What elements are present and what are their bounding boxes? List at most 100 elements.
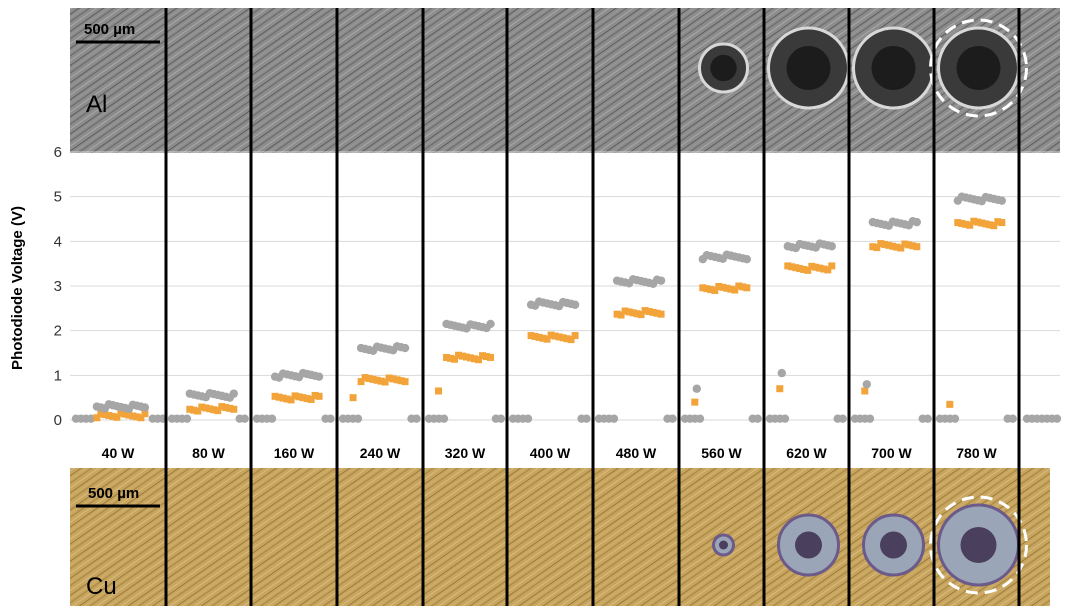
data-point: [283, 395, 291, 403]
data-point: [691, 398, 699, 406]
data-point: [101, 411, 109, 419]
data-point: [527, 332, 535, 340]
data-point: [459, 352, 467, 360]
data-point: [861, 387, 869, 395]
power-label: 700 W: [871, 445, 912, 461]
data-point: [463, 353, 471, 361]
data-point: [412, 414, 421, 423]
data-point: [788, 263, 796, 271]
al-weld-core: [786, 46, 831, 90]
data-point: [816, 264, 824, 272]
data-point: [311, 391, 319, 399]
data-point: [743, 284, 751, 292]
data-point: [923, 414, 932, 423]
data-point: [194, 407, 202, 415]
data-point: [621, 307, 629, 315]
data-point: [397, 377, 405, 385]
data-point: [186, 405, 194, 413]
data-point: [447, 354, 455, 362]
data-point: [792, 264, 800, 272]
y-tick-label: 0: [54, 412, 62, 429]
data-point: [913, 243, 921, 251]
data-point: [715, 282, 723, 290]
data-point: [641, 307, 649, 315]
y-tick-label: 3: [54, 278, 62, 295]
data-point: [361, 374, 369, 382]
data-point: [559, 334, 567, 342]
data-point: [739, 283, 747, 291]
data-point: [974, 218, 982, 226]
data-point: [435, 387, 443, 395]
data-point: [133, 413, 141, 421]
data-point: [373, 376, 381, 384]
data-point: [954, 219, 962, 227]
data-point: [182, 414, 192, 423]
data-point: [695, 414, 705, 423]
data-point: [307, 395, 315, 403]
data-point: [230, 405, 238, 413]
power-label: 320 W: [445, 445, 486, 461]
cu-micrograph: 500 µm Cu: [70, 468, 1050, 606]
data-point: [105, 412, 113, 420]
data-point: [369, 375, 377, 383]
data-point: [862, 380, 871, 389]
data-point: [401, 378, 409, 386]
data-point: [804, 266, 812, 274]
cu-label: Cu: [86, 573, 117, 600]
cu-weld-core: [960, 527, 997, 563]
data-point: [946, 400, 954, 408]
data-point: [547, 331, 555, 339]
data-point: [897, 244, 905, 252]
data-point: [982, 220, 990, 228]
y-tick-label: 2: [54, 323, 62, 340]
data-point: [479, 352, 487, 360]
data-point: [210, 406, 218, 414]
power-label: 160 W: [274, 445, 315, 461]
cu-scale-bar-label: 500 µm: [88, 485, 139, 502]
y-tick-label: 1: [54, 367, 62, 384]
y-tick-label: 4: [54, 233, 62, 250]
data-point: [719, 283, 727, 291]
gridlines: [70, 151, 1060, 421]
data-point: [645, 307, 653, 315]
data-point: [523, 414, 533, 423]
power-label: 560 W: [701, 445, 742, 461]
data-point: [869, 243, 877, 251]
data-point: [487, 353, 495, 361]
cu-weld-core: [795, 531, 822, 559]
data-point: [893, 243, 901, 251]
data-point: [582, 414, 591, 423]
power-label: 400 W: [530, 445, 571, 461]
data-point: [1052, 414, 1062, 423]
data-point: [475, 356, 483, 364]
data-point: [349, 394, 357, 402]
data-point: [229, 389, 238, 398]
data-point: [668, 414, 677, 423]
data-point: [629, 309, 637, 317]
y-axis-label: Photodiode Voltage (V): [9, 206, 26, 370]
data-point: [295, 393, 303, 401]
data-point: [625, 308, 633, 316]
power-label: 80 W: [192, 445, 225, 461]
data-point: [326, 414, 335, 423]
data-point: [827, 242, 836, 251]
data-point: [400, 343, 410, 353]
data-point: [824, 266, 832, 274]
data-point: [653, 309, 661, 317]
al-weld-core: [871, 46, 916, 90]
data-point: [958, 219, 966, 227]
data-point: [206, 405, 214, 413]
data-point: [353, 414, 363, 423]
data-point: [443, 353, 451, 361]
data-point: [471, 355, 479, 363]
data-point: [865, 414, 875, 423]
data-point: [137, 414, 145, 422]
data-point: [986, 221, 994, 229]
cu-weld-core: [880, 531, 907, 559]
data-point: [377, 377, 385, 385]
data-point: [877, 240, 885, 248]
al-weld-core: [956, 46, 1001, 90]
power-label: 620 W: [786, 445, 827, 461]
al-micrograph: 500 µm Al: [70, 8, 1060, 153]
data-point: [439, 414, 449, 423]
